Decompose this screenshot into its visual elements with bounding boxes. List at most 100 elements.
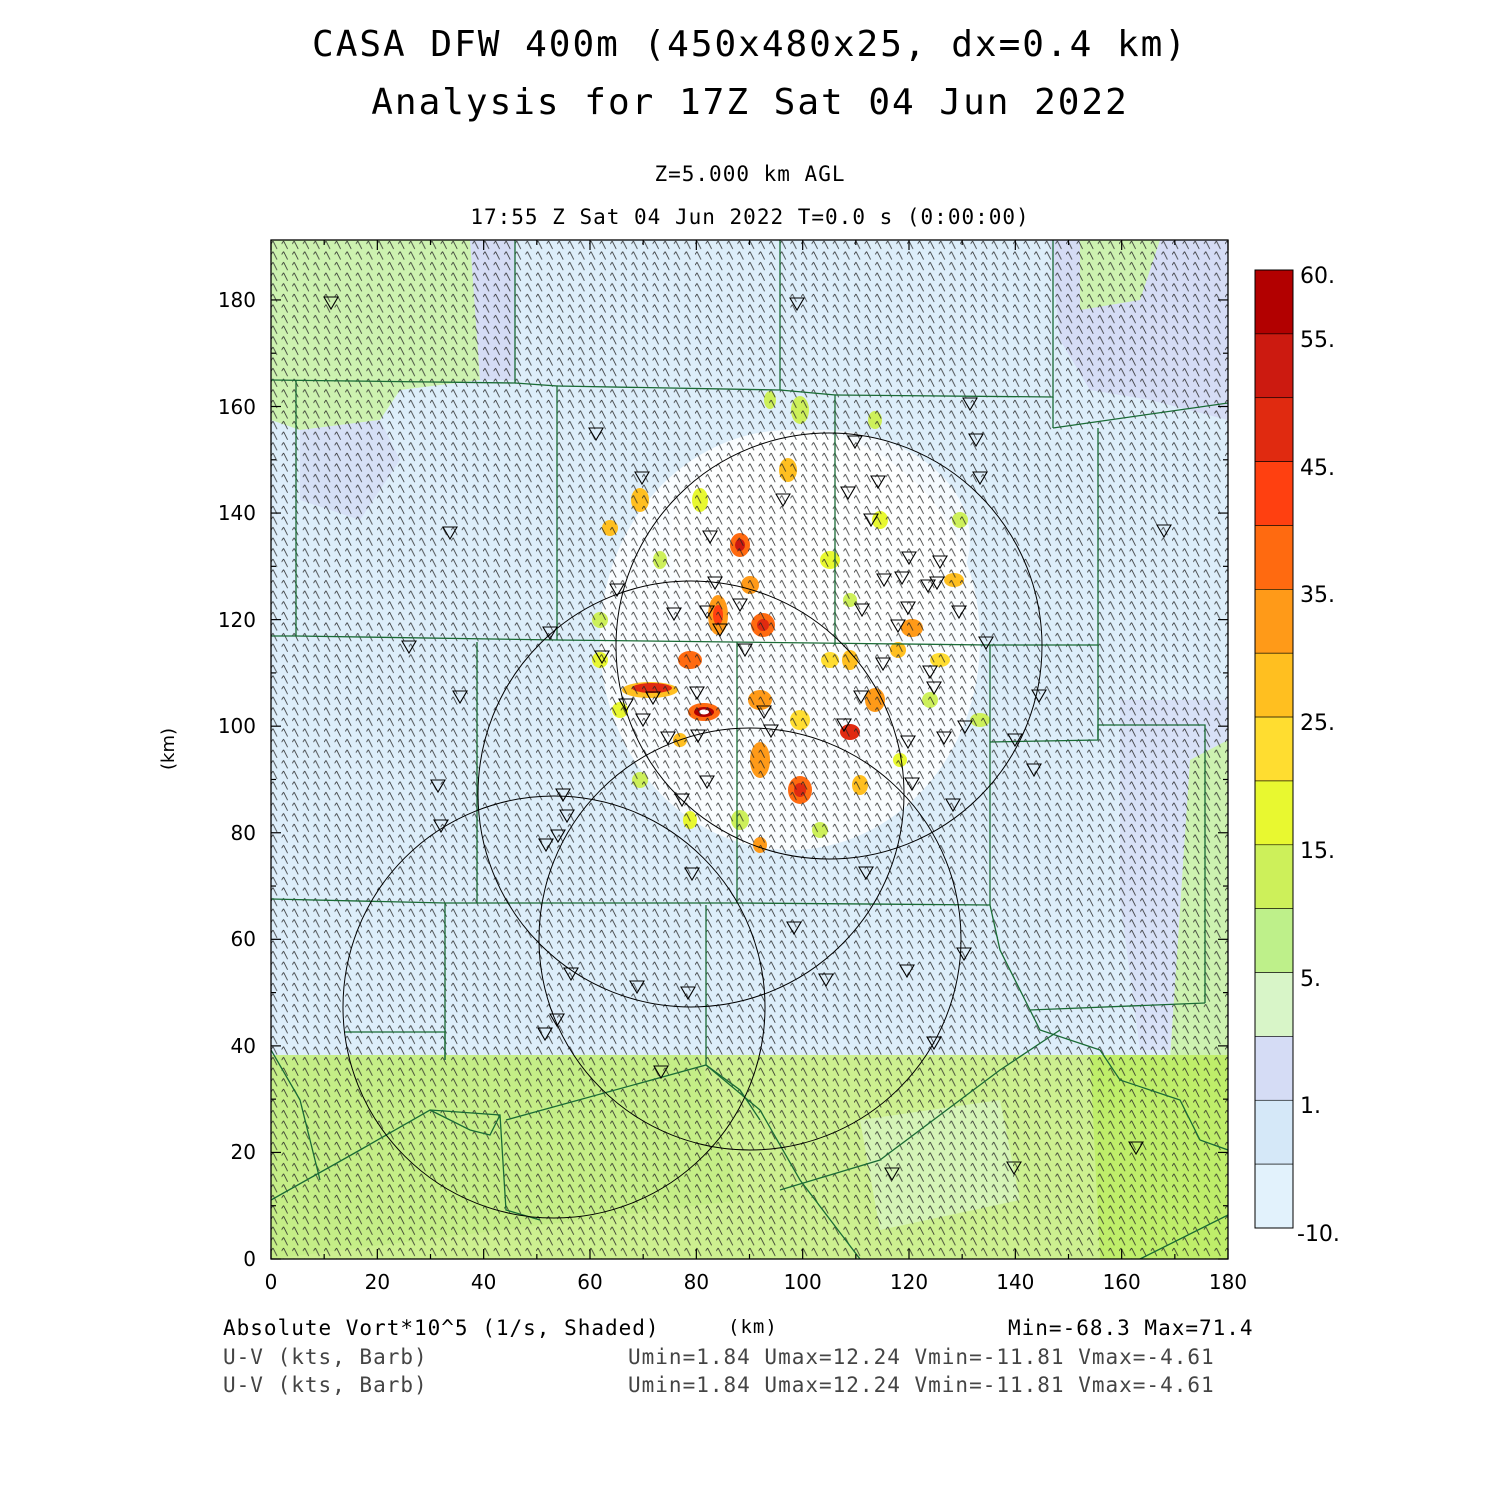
x-tick-label: 180	[1208, 1270, 1248, 1294]
radar-station-icon	[618, 698, 634, 713]
x-tick-label: 80	[683, 1270, 710, 1294]
radar-station-icon	[863, 513, 879, 528]
x-tick-label: 140	[996, 1270, 1035, 1294]
radar-station-icon	[538, 838, 554, 853]
colorbar-swatch	[1254, 780, 1294, 846]
x-axis-units: (km)	[728, 1316, 778, 1338]
radar-station-icon	[836, 718, 852, 733]
radar-station-icon	[609, 583, 625, 598]
radar-station-icon	[922, 665, 938, 680]
y-tick-label: 60	[230, 927, 256, 952]
radar-station-icon	[894, 571, 910, 586]
radar-station-icon	[951, 605, 967, 620]
x-tick-label: 0	[264, 1270, 278, 1294]
min-max-label: Min=-68.3 Max=71.4	[1008, 1316, 1254, 1340]
radar-station-icon	[323, 296, 339, 311]
radar-station-icon	[890, 619, 906, 634]
colorbar-label: 1.	[1300, 1094, 1321, 1120]
y-tick-label: 160	[217, 394, 256, 419]
colorbar-label: 60.	[1300, 264, 1335, 289]
x-tick-label: 60	[577, 1270, 603, 1294]
colorbar-swatch	[1254, 461, 1294, 526]
radar-station-icon	[900, 601, 916, 616]
radar-station-icon	[1031, 689, 1047, 704]
radar-station-icon	[884, 1167, 900, 1182]
radar-station-icon	[775, 493, 791, 508]
radar-ring	[538, 727, 962, 1151]
radar-station-icon	[666, 607, 682, 622]
radar-station-icon	[840, 486, 856, 501]
radar-station-icon	[858, 866, 874, 881]
colorbar-swatch	[1254, 333, 1294, 399]
radar-station-icon	[926, 1036, 942, 1051]
radar-station-icon	[854, 603, 870, 618]
radar-station-icon	[737, 643, 753, 658]
colorbar-swatch	[1254, 269, 1294, 335]
field-label-vorticity: Absolute Vort*10^5 (1/s, Shaded)	[223, 1316, 660, 1340]
radar-station-icon	[957, 720, 973, 735]
colorbar-frame	[1254, 269, 1294, 1229]
radar-station-icon	[635, 713, 651, 728]
y-tick-label: 80	[230, 820, 256, 845]
colorbar-swatch	[1254, 972, 1294, 1037]
radar-ring	[477, 580, 905, 1008]
radar-station-icon	[978, 636, 994, 651]
radar-station-icon	[920, 579, 936, 594]
colorbar-label: 35.	[1300, 583, 1335, 609]
radar-station-icon	[707, 576, 723, 591]
y-tick-label: 120	[217, 607, 256, 632]
colorbar-label: 45.	[1300, 455, 1335, 481]
colorbar-swatch	[1254, 908, 1294, 973]
radar-station-icon	[712, 623, 728, 638]
radar-station-icon	[901, 551, 917, 566]
field-label-barb-2: U-V (kts, Barb)	[223, 1373, 428, 1397]
radar-station-icon	[645, 691, 661, 706]
radar-station-icon	[756, 705, 772, 720]
radar-station-icon	[926, 681, 942, 696]
uv-stats-1: Umin=1.84 Umax=12.24 Vmin=-11.81 Vmax=-4…	[628, 1345, 1215, 1369]
uv-stats-2: Umin=1.84 Umax=12.24 Vmin=-11.81 Vmax=-4…	[628, 1373, 1215, 1397]
title-line-1: CASA DFW 400m (450x480x25, dx=0.4 km)	[312, 24, 1188, 65]
radar-station-icon	[442, 526, 458, 541]
radar-station-icon	[936, 731, 952, 746]
colorbar-label: 55.	[1300, 327, 1335, 353]
field-label-barb-1: U-V (kts, Barb)	[223, 1345, 428, 1369]
colorbar-label: 25.	[1300, 711, 1335, 737]
radar-station-icon	[433, 819, 449, 834]
radar-station-icon	[732, 598, 748, 613]
radar-station-icon	[1026, 763, 1042, 778]
radar-station-icon	[690, 729, 706, 744]
radar-station-icon	[932, 555, 948, 570]
colorbar-label: 5.	[1300, 966, 1321, 992]
county-boundaries	[271, 240, 1228, 1259]
axis-ticks	[270, 240, 1229, 1260]
radar-station-icon	[702, 530, 718, 545]
radar-station-icon	[594, 650, 610, 665]
station-markers	[323, 296, 1172, 1182]
radar-station-icon	[1128, 1141, 1144, 1156]
radar-station-icon	[876, 573, 892, 588]
radar-station-icon	[818, 973, 834, 988]
colorbar-swatch	[1254, 589, 1294, 654]
y-tick-label: 0	[243, 1247, 256, 1271]
radar-station-icon	[542, 626, 558, 641]
colorbar-swatch	[1254, 844, 1294, 909]
radar-station-icon	[699, 605, 715, 620]
x-tick-label: 120	[889, 1270, 929, 1294]
radar-station-icon	[929, 576, 945, 591]
radar-station-icon	[559, 809, 575, 824]
radar-station-icon	[875, 657, 891, 672]
vorticity-shading	[271, 240, 1228, 1259]
x-tick-label: 20	[364, 1270, 391, 1294]
radar-station-icon	[900, 735, 916, 750]
radar-station-icon	[680, 986, 696, 1001]
radar-station-icon	[660, 731, 676, 746]
radar-station-icon	[401, 640, 417, 655]
radar-station-icon	[430, 779, 446, 794]
y-tick-label: 100	[217, 714, 256, 739]
y-tick-label: 180	[217, 287, 256, 312]
x-tick-label: 40	[470, 1270, 497, 1294]
radar-station-icon	[1156, 524, 1172, 539]
colorbar-swatch	[1254, 716, 1294, 782]
radar-station-icon	[899, 964, 915, 979]
